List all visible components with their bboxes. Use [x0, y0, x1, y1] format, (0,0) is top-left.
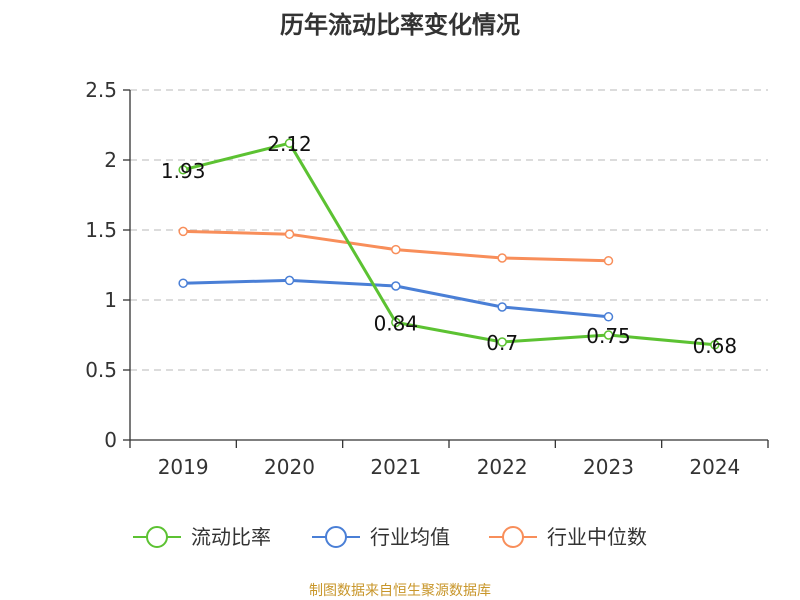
y-tick-label: 0.5	[85, 358, 117, 382]
legend[interactable]: 流动比率 行业均值 行业中位数	[133, 525, 647, 549]
legend-marker-icon	[146, 526, 168, 548]
x-tick-label: 2022	[477, 455, 528, 479]
data-point[interactable]	[178, 278, 188, 288]
y-tick-label: 2	[104, 148, 117, 172]
data-point[interactable]	[284, 275, 295, 286]
series-line-0	[181, 141, 717, 347]
series-layer	[178, 138, 720, 350]
source-footer: 制图数据来自恒生聚源数据库	[309, 583, 491, 599]
y-tick-label: 0	[104, 428, 117, 452]
x-tick-label: 2019	[158, 455, 209, 479]
grid-layer	[130, 89, 768, 371]
legend-label: 行业中位数	[547, 525, 647, 549]
data-point[interactable]	[284, 229, 295, 239]
legend-item-2[interactable]: 行业中位数	[489, 525, 647, 549]
data-point[interactable]	[178, 165, 188, 175]
legend-marker-icon	[502, 526, 524, 548]
legend-item-0[interactable]: 流动比率	[133, 525, 271, 549]
data-label: 0.7	[486, 331, 518, 355]
legend-label: 流动比率	[191, 525, 271, 549]
x-tick-label: 2021	[370, 455, 421, 479]
legend-item-1[interactable]: 行业均值	[312, 525, 450, 549]
data-point[interactable]	[391, 317, 401, 328]
x-tick-label: 2023	[583, 455, 634, 479]
axis-layer: 0 0.5 1 1.5 2 2.5 2019 2020 2021 2022 2023 2024	[85, 78, 769, 479]
data-label: 2.12	[267, 132, 312, 156]
data-label: 0.68	[693, 334, 738, 358]
data-label: 0.75	[586, 324, 631, 348]
data-point[interactable]	[284, 138, 295, 148]
chart-title: 历年流动比率变化情况	[280, 11, 520, 39]
x-tick-label: 2024	[689, 455, 740, 479]
data-point[interactable]	[391, 281, 401, 291]
data-point[interactable]	[497, 253, 507, 263]
data-point[interactable]	[710, 340, 720, 350]
data-point[interactable]	[497, 302, 507, 312]
x-tick-label: 2020	[264, 455, 315, 479]
data-point[interactable]	[603, 256, 614, 266]
data-point[interactable]	[391, 244, 401, 255]
data-label: 0.84	[374, 311, 419, 335]
legend-label: 行业均值	[370, 525, 450, 549]
data-label: 1.93	[161, 159, 206, 183]
y-tick-label: 1	[104, 288, 117, 312]
y-tick-label: 1.5	[85, 218, 117, 242]
data-point[interactable]	[178, 226, 188, 237]
data-point[interactable]	[603, 312, 614, 322]
data-label-layer: 1.93 2.12 0.84 0.7 0.75 0.68	[161, 132, 737, 358]
legend-marker-icon	[325, 526, 347, 548]
data-point[interactable]	[603, 330, 614, 340]
y-tick-label: 2.5	[85, 78, 117, 102]
data-point[interactable]	[497, 337, 507, 347]
